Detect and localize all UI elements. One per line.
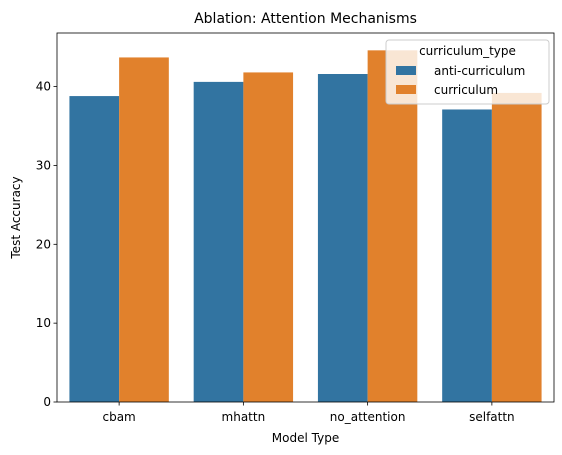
y-axis-label: Test Accuracy xyxy=(9,176,23,259)
bar-anti-curriculum-cbam xyxy=(69,96,120,403)
axes-group xyxy=(56,32,555,403)
y-tick-label: 0 xyxy=(43,395,51,409)
y-tick-label: 40 xyxy=(36,80,51,94)
legend-box xyxy=(385,39,550,105)
bar-anti-curriculum-selfattn xyxy=(442,109,492,402)
bar-curriculum-selfattn xyxy=(491,92,542,402)
bar-curriculum-cbam xyxy=(119,57,169,402)
x-tick-label: cbam xyxy=(102,410,135,424)
y-axis-ticks: 0 10 20 30 40 xyxy=(36,80,57,409)
legend-items: anti-curriculum curriculum xyxy=(396,64,525,97)
chart-title: Ablation: Attention Mechanisms xyxy=(194,11,417,27)
bar-curriculum-no_attention xyxy=(367,50,418,402)
legend: curriculum_type anti-curriculum curriculu… xyxy=(385,39,550,105)
y-tick-label: 10 xyxy=(36,316,51,330)
y-tick-label: 20 xyxy=(36,237,51,251)
x-tick-label: no_attention xyxy=(330,410,406,424)
bars-group xyxy=(69,50,542,403)
legend-swatch-curriculum xyxy=(396,85,416,94)
legend-swatch-anti-curriculum xyxy=(396,66,416,75)
legend-title: curriculum_type xyxy=(419,44,516,58)
x-tick-label: selfattn xyxy=(469,410,515,424)
bar-anti-curriculum-no_attention xyxy=(317,74,368,402)
bar-anti-curriculum-mhattn xyxy=(193,81,244,402)
legend-label-anti-curriculum: anti-curriculum xyxy=(434,64,525,78)
x-axis-label: Model Type xyxy=(272,431,339,445)
x-tick-label: mhattn xyxy=(222,410,266,424)
x-axis-ticks: cbam mhattn no_attention selfattn xyxy=(102,402,515,424)
legend-label-curriculum: curriculum xyxy=(434,83,498,97)
bar-curriculum-mhattn xyxy=(243,72,294,402)
plot-frame xyxy=(56,32,555,403)
y-tick-label: 30 xyxy=(36,158,51,172)
